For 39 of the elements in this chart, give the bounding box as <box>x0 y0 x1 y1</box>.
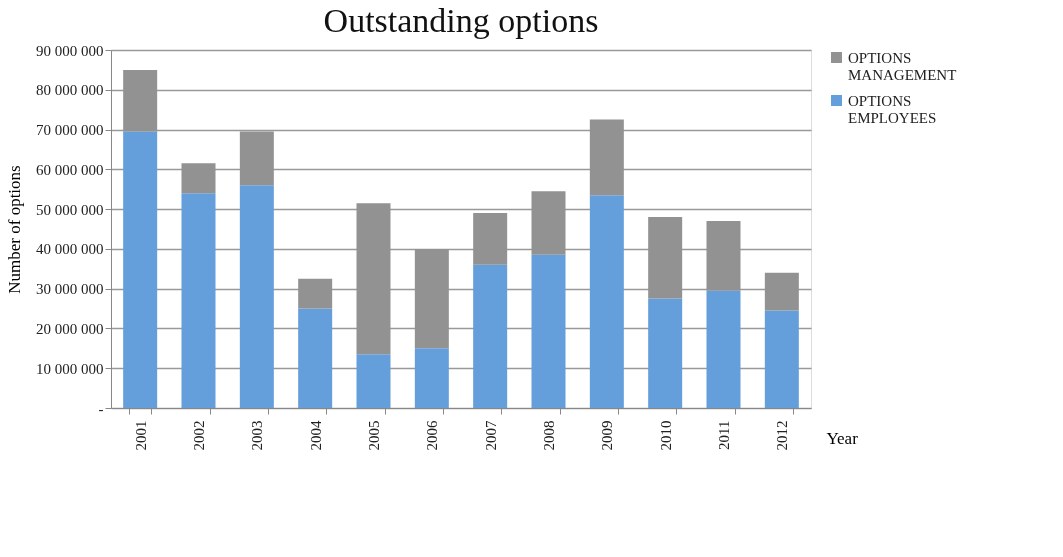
bar <box>531 254 566 408</box>
legend-label: OPTIONS MANAGEMENT <box>848 49 957 83</box>
y-tick-label: 90 000 000 <box>36 42 104 59</box>
x-tick-label: 2010 <box>657 420 674 451</box>
x-tick-label: 2002 <box>191 420 207 451</box>
bar <box>239 185 274 408</box>
bar <box>706 290 741 408</box>
bar <box>764 310 799 408</box>
y-tick-label: 10 000 000 <box>36 360 104 377</box>
bar <box>473 264 508 408</box>
bar <box>181 193 216 408</box>
x-tick-label: 2001 <box>132 420 149 451</box>
y-tick-label: 30 000 000 <box>36 281 104 298</box>
chart-title: Outstanding options <box>323 2 599 39</box>
x-tick-label: 2012 <box>774 420 791 451</box>
x-tick-label: 2009 <box>599 420 616 451</box>
x-tick-label: 2004 <box>307 420 324 451</box>
y-tick-label: 50 000 000 <box>36 201 104 218</box>
x-tick-label: 2008 <box>541 420 557 451</box>
bar <box>648 298 683 408</box>
y-tick-label: 40 000 000 <box>36 241 104 258</box>
y-tick-label: 80 000 000 <box>36 82 104 99</box>
y-axis-title: Number of options <box>5 165 24 294</box>
x-tick-label: 2011 <box>716 420 732 450</box>
x-tick-label: 2003 <box>249 420 266 451</box>
bar <box>123 131 158 408</box>
y-tick-label: 70 000 000 <box>36 122 104 139</box>
bar <box>356 354 391 408</box>
x-tick-label: 2007 <box>482 420 499 451</box>
legend-label: OPTIONS EMPLOYEES <box>848 92 937 126</box>
bar <box>414 348 449 408</box>
x-axis-title: Year <box>826 428 859 448</box>
y-tick-label: 60 000 000 <box>36 161 104 178</box>
y-tick-label: - <box>98 400 104 417</box>
bar <box>298 308 333 408</box>
x-tick-label: 2005 <box>366 420 382 451</box>
y-tick-label: 20 000 000 <box>36 320 104 337</box>
x-tick-label: 2006 <box>424 420 441 451</box>
bar <box>589 195 624 408</box>
